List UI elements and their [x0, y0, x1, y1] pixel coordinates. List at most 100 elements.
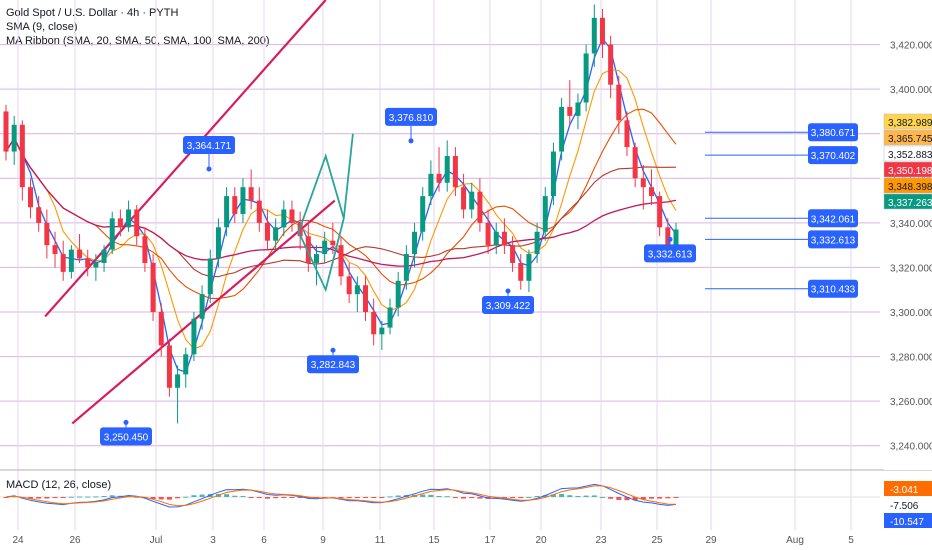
candle-down: [363, 285, 369, 312]
swing-value: 3,282.843: [311, 360, 356, 371]
price-tick-label: 3,300.000: [890, 308, 932, 319]
price-badge: [883, 177, 932, 194]
candle-up: [11, 124, 17, 152]
candle-down: [567, 106, 573, 116]
price-badge: [883, 161, 932, 178]
swing-value: 3,309.422: [486, 301, 531, 312]
candle-down: [648, 187, 654, 197]
macd-signal-line: [5, 485, 677, 507]
swing-point: [123, 419, 129, 425]
macd-histogram-bar: [648, 497, 654, 499]
candle-down: [44, 222, 50, 246]
candle-up: [126, 209, 132, 228]
price-badge-value: 3,365.745: [888, 134, 932, 145]
candle-down: [665, 227, 671, 246]
macd-histogram-bar: [346, 497, 352, 499]
macd-histogram-bar: [550, 494, 556, 497]
swing-point: [206, 166, 212, 172]
macd-histogram-bar: [379, 497, 385, 498]
macd-histogram-bar: [77, 496, 83, 498]
macd-histogram-bar: [297, 497, 303, 498]
target-value: 3,332.613: [811, 235, 856, 246]
candle-down: [28, 187, 34, 208]
candle-down: [657, 196, 663, 228]
macd-histogram-bar: [624, 497, 630, 501]
candle-up: [403, 254, 409, 281]
price-badge-value: 3,350.198: [888, 166, 932, 177]
candle-up: [395, 280, 401, 308]
ribbon-legend: MA Ribbon (SMA, 20, SMA, 50, SMA, 100, S…: [6, 35, 270, 47]
candle-up: [175, 374, 181, 388]
macd-badge-value: -10.547: [890, 517, 924, 528]
macd-histogram-bar: [305, 497, 311, 499]
target-value: 3,310.433: [811, 285, 856, 296]
candle-up: [313, 254, 319, 263]
swing-callout: [307, 355, 359, 374]
macd-legend: MACD (12, 26, close): [6, 479, 112, 491]
time-tick-label: Jul: [150, 535, 163, 546]
candle-down: [436, 173, 442, 183]
candle-down: [158, 312, 164, 346]
candle-up: [550, 151, 556, 197]
candle-up: [542, 196, 548, 232]
macd-histogram-bar: [101, 496, 107, 498]
candle-down: [485, 222, 491, 246]
macd-histogram-bar: [3, 497, 9, 498]
macd-pane: -3.041 -7.506 -10.547: [0, 471, 932, 530]
candle-down: [640, 178, 646, 188]
price-badge: [883, 193, 932, 210]
candle-up: [224, 196, 230, 228]
candle-down: [52, 245, 58, 255]
time-tick-label: 5: [848, 535, 854, 546]
candle-up: [583, 53, 589, 103]
candle-up: [673, 229, 679, 246]
candle-up: [273, 227, 279, 241]
target-value: 3,342.061: [811, 214, 856, 225]
macd-histogram-bar: [183, 496, 189, 498]
price-badge-value: 3,382.989: [888, 118, 932, 129]
macd-histogram-bar: [608, 497, 614, 499]
candle-down: [289, 209, 295, 223]
macd-histogram-bar: [575, 495, 581, 497]
target-callout: [808, 230, 858, 249]
candle-down: [256, 200, 262, 223]
macd-histogram-bar: [640, 497, 646, 500]
time-tick-label: 3: [210, 535, 216, 546]
candle-up: [534, 231, 540, 255]
candle-down: [305, 236, 311, 263]
candle-up: [207, 258, 213, 295]
macd-histogram-bar: [632, 497, 638, 501]
candle-up: [526, 254, 532, 281]
price-tick-label: 3,400.000: [890, 85, 932, 96]
price-badge-value: 3,352.883: [888, 150, 932, 161]
price-badge-value: 3,337.263: [888, 198, 932, 209]
candle-up: [109, 218, 115, 250]
candle-down: [19, 124, 25, 188]
candle-up: [183, 354, 189, 375]
candlestick-series: [3, 4, 679, 424]
candle-down: [371, 312, 377, 335]
macd-histogram-bar: [158, 497, 164, 500]
candle-down: [599, 17, 605, 45]
target-value: 3,380.671: [811, 128, 856, 139]
macd-histogram-bar: [281, 497, 287, 498]
price-axis: 3,420.0003,400.0003,380.0003,360.0003,34…: [883, 0, 932, 470]
swing-value: 3,250.450: [104, 432, 149, 443]
swing-callout: [644, 244, 696, 263]
macd-histogram-bar: [371, 497, 377, 498]
macd-badge-value: -3.041: [890, 485, 919, 496]
time-tick-label: 6: [261, 535, 267, 546]
price-badge-value: 3,348.398: [888, 182, 932, 193]
macd-histogram-bar: [175, 497, 181, 499]
candle-down: [142, 236, 148, 263]
target-value: 3,370.402: [811, 151, 856, 162]
swing-value: 3,332.613: [648, 249, 693, 260]
projection-lines: 3,380.671 3,370.402 3,342.061 3,332.613 3,31…: [297, 123, 858, 298]
macd-badge-value: -7.506: [890, 501, 919, 512]
macd-badge: [884, 513, 932, 528]
macd-histogram-bar: [150, 497, 156, 499]
swing-value: 3,376.810: [389, 113, 434, 124]
candle-down: [60, 254, 66, 272]
macd-histogram-bar: [256, 497, 262, 499]
